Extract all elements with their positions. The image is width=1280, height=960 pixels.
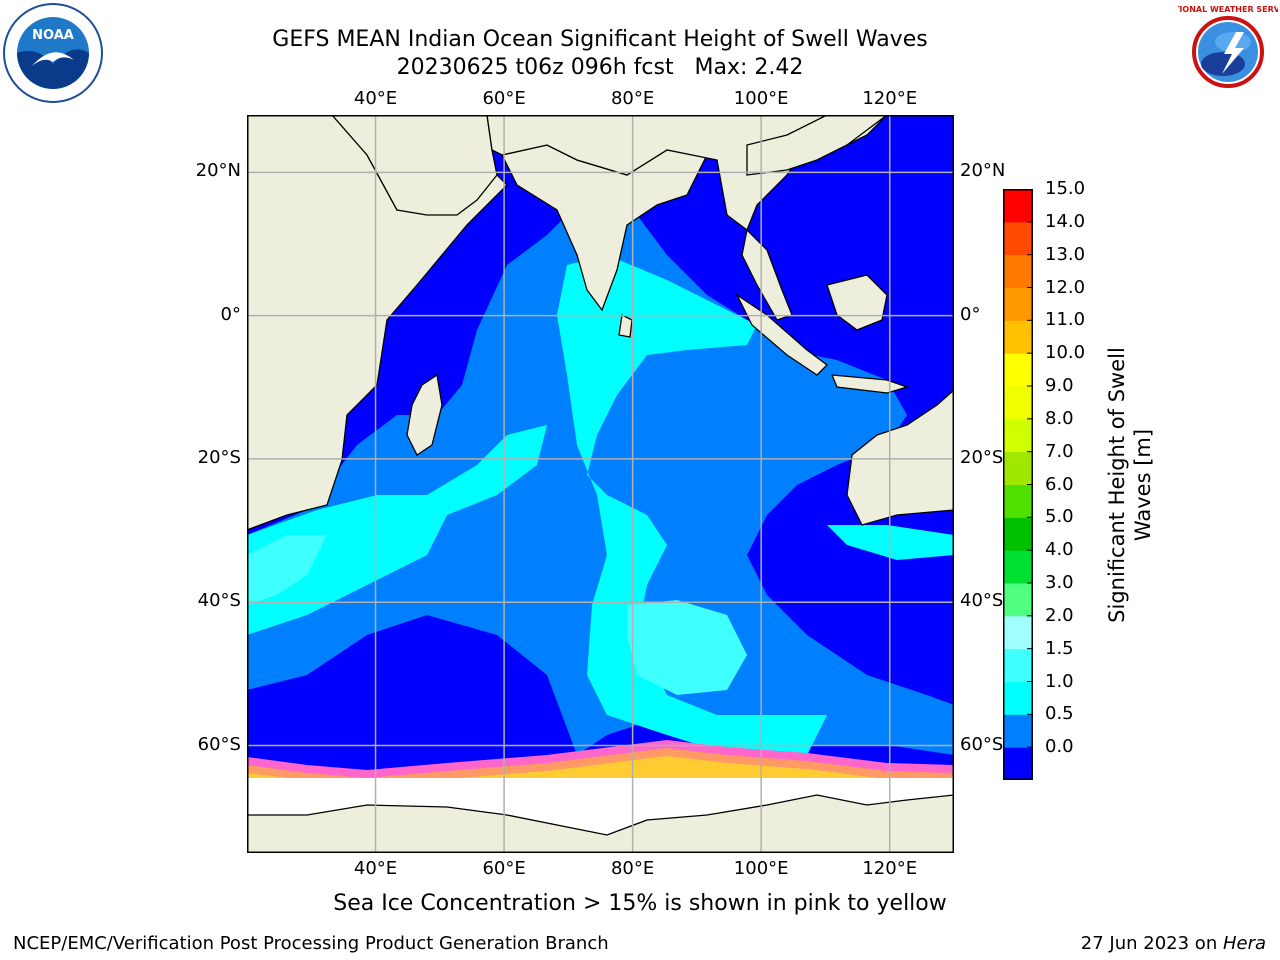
lon-tick-bottom: 40°E xyxy=(353,858,398,879)
footer-branch: NCEP/EMC/Verification Post Processing Pr… xyxy=(13,933,609,954)
colorbar-segment xyxy=(1003,517,1033,551)
lat-tick-right: 60°S xyxy=(960,733,1004,755)
sea-ice-caption: Sea Ice Concentration > 15% is shown in … xyxy=(333,891,947,916)
colorbar-segment xyxy=(1003,221,1033,256)
lat-tick-right: 20°N xyxy=(960,160,1006,182)
colorbar-segment xyxy=(1003,583,1033,617)
land-antarctica xyxy=(247,794,954,853)
land-java xyxy=(830,374,910,394)
land-australia xyxy=(846,389,954,526)
lon-tick-bottom: 100°E xyxy=(733,858,789,879)
swell-region-high-2 xyxy=(247,425,547,635)
colorbar-segment xyxy=(1003,418,1033,453)
colorbar-segment xyxy=(1003,386,1033,420)
lat-tick-left: 40°S xyxy=(197,590,241,612)
lon-tick-bottom: 60°E xyxy=(482,858,526,879)
title-line-2: 20230625 t06z 096h fcst Max: 2.42 xyxy=(396,55,804,80)
colorbar-tick-label: 6.0 xyxy=(1045,473,1074,495)
colorbar-tick-label: 9.0 xyxy=(1045,375,1074,396)
lat-tick-right: 20°S xyxy=(960,446,1004,468)
swell-region-higher-2 xyxy=(247,535,327,605)
lon-tick-bottom: 80°E xyxy=(610,858,655,879)
colorbar-tick-label: 7.0 xyxy=(1045,440,1074,462)
colorbar-segment xyxy=(1003,747,1033,781)
swell-region-mid xyxy=(247,195,954,755)
colorbar-tick-label: 8.0 xyxy=(1045,407,1074,429)
colorbar-segment xyxy=(1003,451,1033,485)
colorbar-segment xyxy=(1003,287,1033,321)
colorbar-segment xyxy=(1003,648,1033,682)
footer-host: Hera xyxy=(1222,933,1266,954)
colorbar-tick-label: 2.0 xyxy=(1045,604,1074,626)
footer-date: 27 Jun 2023 on Hera xyxy=(1081,933,1266,954)
colorbar-tick-label: 12.0 xyxy=(1045,276,1086,298)
footer-date-text: 27 Jun 2023 on xyxy=(1080,933,1223,954)
noaa-logo-text: NOAA xyxy=(32,28,74,43)
colorbar-tick-label: 13.0 xyxy=(1045,243,1086,265)
nws-logo-text: NATIONAL WEATHER SERVICE xyxy=(1178,5,1278,14)
map-frame xyxy=(247,115,954,853)
lon-tick-top: 40°E xyxy=(353,88,398,109)
land-malay xyxy=(741,228,793,321)
map-svg xyxy=(247,115,954,853)
colorbar-tick-label: 10.0 xyxy=(1045,342,1086,364)
colorbar-segment xyxy=(1003,681,1033,715)
chart-title: GEFS MEAN Indian Ocean Significant Heigh… xyxy=(0,26,1200,82)
lon-tick-top: 60°E xyxy=(482,88,526,109)
land-srilanka xyxy=(618,314,633,338)
swell-region-high xyxy=(557,255,827,760)
colorbar-tick-label: 14.0 xyxy=(1045,210,1086,232)
colorbar-segment xyxy=(1003,353,1033,387)
colorbar-tick-label: 4.0 xyxy=(1045,539,1074,561)
lat-tick-left: 0° xyxy=(220,303,241,325)
title-line-1: GEFS MEAN Indian Ocean Significant Heigh… xyxy=(272,27,928,52)
colorbar-tick-label: 0.0 xyxy=(1045,736,1074,758)
colorbar-segment xyxy=(1003,484,1033,518)
lat-tick-left: 60°S xyxy=(197,733,241,755)
lon-tick-top: 80°E xyxy=(610,88,655,109)
colorbar-tick-label: 15.0 xyxy=(1045,178,1086,199)
colorbar-tick-label: 11.0 xyxy=(1045,309,1086,331)
colorbar-segment xyxy=(1003,189,1033,223)
swell-region-high-3 xyxy=(827,525,954,560)
colorbar-tick-label: 0.5 xyxy=(1045,703,1074,725)
colorbar xyxy=(1003,188,1033,781)
colorbar-segment xyxy=(1003,615,1033,650)
land-madagascar xyxy=(406,373,443,456)
gridlines xyxy=(247,115,954,853)
colorbar-segment xyxy=(1003,714,1033,748)
lon-tick-bottom: 120°E xyxy=(862,858,918,879)
lat-tick-left: 20°N xyxy=(195,160,241,182)
colorbar-tick-label: 1.0 xyxy=(1045,670,1074,692)
colorbar-tick-label: 1.5 xyxy=(1045,637,1074,659)
colorbar-tick-label: 5.0 xyxy=(1045,506,1074,528)
lat-tick-left: 20°S xyxy=(197,446,241,468)
noaa-logo: NOAA xyxy=(3,3,103,103)
lat-tick-right: 40°S xyxy=(960,590,1004,612)
colorbar-title: Significant Height of Swell Waves [m] xyxy=(1105,347,1155,623)
lon-tick-top: 120°E xyxy=(862,88,918,109)
lat-tick-right: 0° xyxy=(960,303,981,325)
colorbar-tick-label: 3.0 xyxy=(1045,572,1074,593)
land-indochina xyxy=(746,115,889,176)
colorbar-svg xyxy=(1003,188,1033,781)
swell-region-mid-2 xyxy=(717,355,857,425)
swell-region-higher xyxy=(627,600,747,695)
nws-logo: NATIONAL WEATHER SERVICE xyxy=(1178,4,1278,100)
colorbar-segment xyxy=(1003,320,1033,354)
colorbar-segment xyxy=(1003,550,1033,584)
colorbar-segment xyxy=(1003,254,1033,288)
land xyxy=(247,115,954,853)
map-area xyxy=(247,115,954,853)
lon-tick-top: 100°E xyxy=(733,88,789,109)
